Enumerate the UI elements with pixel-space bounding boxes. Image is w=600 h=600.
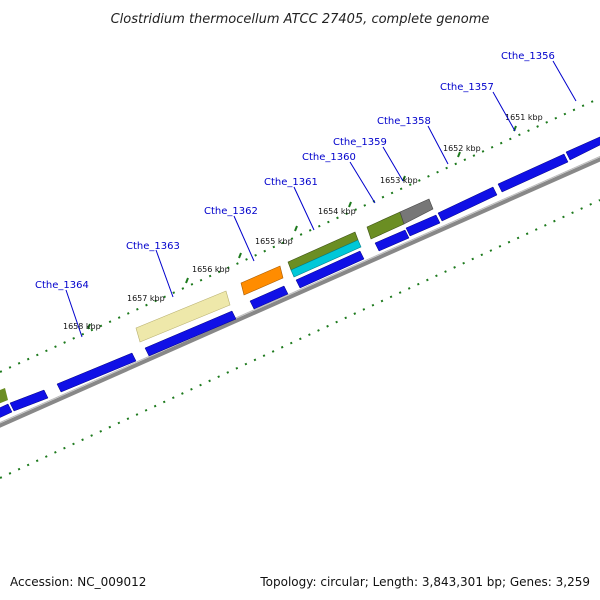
kbp-tick	[348, 201, 352, 208]
kbp-label: 1652 kbp	[443, 144, 481, 153]
cds-feature	[374, 229, 410, 252]
cds-feature	[565, 136, 600, 161]
gene-feature-cyan	[290, 239, 362, 278]
gene-label: Cthe_1362	[204, 206, 258, 217]
gene-feature-gray	[399, 198, 434, 225]
gene-label: Cthe_1363	[126, 241, 180, 252]
kbp-label: 1656 kbp	[192, 265, 230, 274]
gene-feature-orange	[240, 265, 284, 296]
cds-feature	[9, 389, 49, 412]
kbp-label: 1657 kbp	[127, 294, 165, 303]
gene-label: Cthe_1359	[333, 137, 387, 148]
kbp-tick	[238, 252, 242, 259]
gene-feature-olive	[0, 388, 8, 404]
gene-label: Cthe_1356	[501, 51, 555, 62]
cds-feature	[295, 250, 365, 289]
kbp-label: 1658 kbp	[63, 322, 101, 331]
kbp-label: 1654 kbp	[318, 207, 356, 216]
label-leaders	[65, 60, 577, 338]
gene-labels: Cthe_1356 Cthe_1357 Cthe_1358 Cthe_1359 …	[35, 51, 555, 291]
gene-label: Cthe_1358	[377, 116, 431, 127]
cds-feature	[56, 352, 137, 393]
cds-feature	[437, 186, 498, 222]
cds-feature	[497, 153, 569, 193]
gene-label: Cthe_1364	[35, 280, 89, 291]
cds-feature	[249, 285, 289, 310]
cds-feature	[0, 403, 13, 418]
kbp-label: 1651 kbp	[505, 113, 543, 122]
kbp-tick	[294, 225, 298, 232]
gene-label: Cthe_1360	[302, 152, 356, 163]
genome-summary-text: Topology: circular; Length: 3,843,301 bp…	[259, 575, 590, 589]
gene-feature-khaki	[135, 290, 231, 343]
kbp-tick	[402, 175, 406, 182]
kbp-labels: 1651 kbp 1652 kbp 1653 kbp 1654 kbp 1655…	[63, 113, 543, 331]
cds-track	[0, 136, 600, 418]
gene-track	[0, 198, 434, 404]
kbp-tick	[185, 277, 189, 284]
kbp-tick	[457, 151, 461, 158]
map-title: Clostridium thermocellum ATCC 27405, com…	[111, 12, 490, 27]
accession-text: Accession: NC_009012	[10, 575, 146, 589]
inner-tick-track	[0, 199, 600, 479]
kbp-tick	[87, 323, 91, 330]
kbp-label: 1653 kbp	[380, 176, 418, 185]
gene-label: Cthe_1357	[440, 82, 494, 93]
gene-label: Cthe_1361	[264, 177, 318, 188]
kbp-label: 1655 kbp	[255, 237, 293, 246]
cds-feature	[144, 310, 237, 357]
cds-feature	[405, 214, 441, 237]
genome-backbone	[0, 155, 600, 428]
